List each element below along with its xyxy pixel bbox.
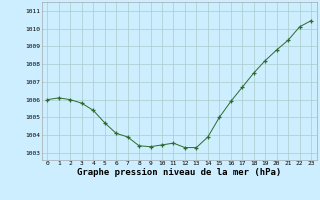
X-axis label: Graphe pression niveau de la mer (hPa): Graphe pression niveau de la mer (hPa) [77,168,281,177]
